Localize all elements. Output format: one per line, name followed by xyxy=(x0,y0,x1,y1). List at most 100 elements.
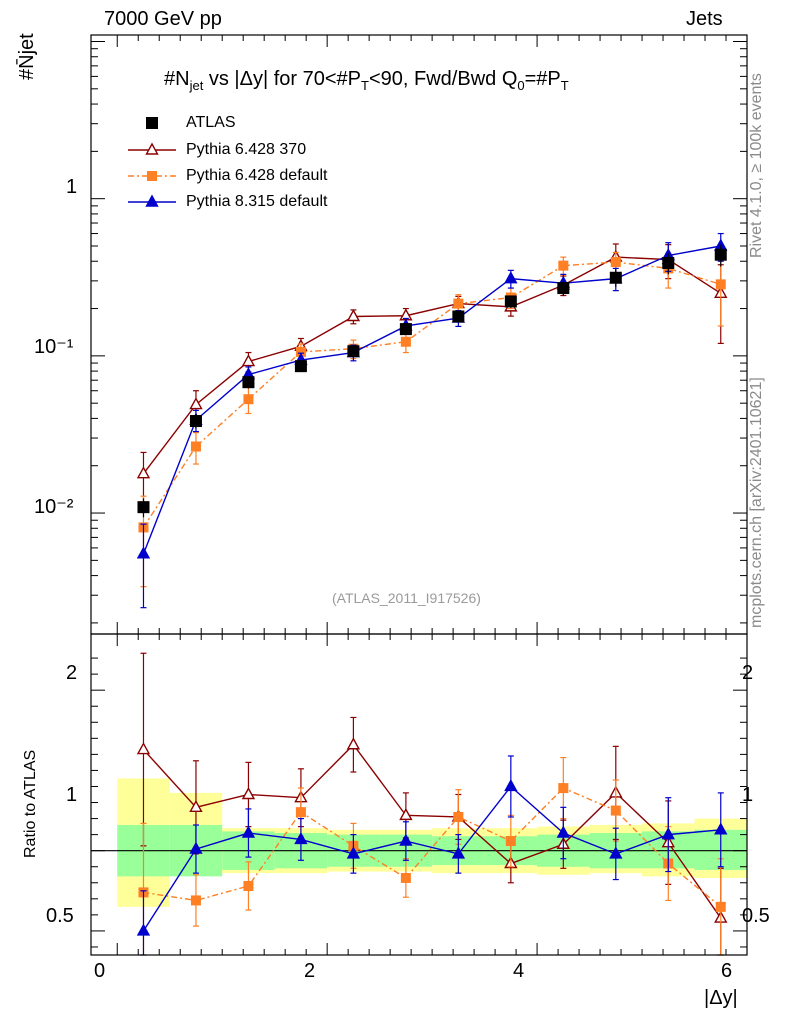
ratio-series-line xyxy=(142,785,721,932)
title-sub-1: jet xyxy=(189,78,204,93)
ratio-point xyxy=(714,822,728,835)
main-point xyxy=(136,466,151,479)
title-sub-4: T xyxy=(560,78,569,93)
ratio-point xyxy=(504,779,518,792)
main-point xyxy=(557,282,570,295)
ratio-point xyxy=(556,825,571,838)
legend-marker xyxy=(145,142,159,155)
main-point xyxy=(662,256,675,269)
ratio-point xyxy=(609,846,623,859)
legend xyxy=(128,117,176,207)
ratio-point xyxy=(294,831,308,845)
ratio-tick-label-right: 0.5 xyxy=(742,905,770,927)
rivet-version-text: Rivet 4.1.0, ≥ 100k events xyxy=(748,73,765,258)
ratio-point xyxy=(190,895,201,906)
title-part-4: =#P xyxy=(524,68,561,90)
ratio-point xyxy=(189,799,203,813)
ratio-point xyxy=(451,846,466,859)
main-point xyxy=(243,394,254,405)
main-point xyxy=(609,271,622,284)
ratio-point xyxy=(189,841,203,854)
legend-label-pythia8-default: Pythia 8.315 default xyxy=(186,193,328,210)
x-tick-label: 6 xyxy=(721,960,733,982)
ratio-tick-label: 0.5 xyxy=(46,905,74,927)
main-point xyxy=(190,441,201,452)
title-part-1: #N xyxy=(164,68,190,90)
main-series-line xyxy=(142,261,721,528)
main-point xyxy=(504,271,518,284)
header-right: Jets xyxy=(686,8,723,30)
legend-marker xyxy=(147,171,157,181)
y-tick-label: 10⁻² xyxy=(34,496,74,518)
legend-marker xyxy=(146,117,158,129)
ratio-series-line xyxy=(142,743,722,919)
main-point xyxy=(714,248,727,261)
header-left: 7000 GeV pp xyxy=(104,8,222,30)
main-point xyxy=(295,346,306,357)
main-point xyxy=(558,260,569,271)
x-tick-label: 2 xyxy=(304,960,316,982)
legend-label-atlas: ATLAS xyxy=(186,114,236,131)
ratio-point xyxy=(610,805,621,816)
ratio-frame xyxy=(90,633,748,956)
main-point xyxy=(242,376,255,389)
plot-frames xyxy=(90,34,748,956)
ratio-point xyxy=(243,880,254,891)
ratio-point xyxy=(661,827,675,840)
axis-ticks xyxy=(91,35,748,955)
ratio-point xyxy=(295,807,306,818)
ratio-tick-label: 2 xyxy=(66,662,78,684)
main-y-label: #N̄jet xyxy=(16,33,38,80)
ratio-point xyxy=(136,923,151,936)
title-sub-3: 0 xyxy=(517,78,525,93)
main-point xyxy=(137,501,150,514)
y-tick-label: 1 xyxy=(66,176,78,198)
main-point xyxy=(399,323,412,336)
ratio-tick-label-right: 1 xyxy=(742,784,754,806)
series-layer xyxy=(136,232,728,956)
ratio-point xyxy=(715,901,726,912)
main-series-line xyxy=(142,245,721,555)
main-point xyxy=(452,310,465,323)
ratio-point xyxy=(558,783,569,794)
plot-title: #Njet vs |Δy| for 70<#PT<90, Fwd/Bwd Q0=… xyxy=(164,68,569,93)
ratio-tick-label-right: 2 xyxy=(742,662,754,684)
ratio-point xyxy=(241,787,256,800)
ratio-point xyxy=(453,811,464,822)
main-point xyxy=(346,309,361,322)
ratio-point xyxy=(241,825,256,838)
main-point xyxy=(294,360,307,373)
ratio-tick-label: 1 xyxy=(66,784,78,806)
main-point xyxy=(610,257,621,268)
ratio-point xyxy=(399,807,413,821)
ratio-series-line xyxy=(143,787,722,908)
main-point xyxy=(715,279,726,290)
x-tick-label: 4 xyxy=(513,960,525,982)
ratio-point xyxy=(400,872,411,883)
ratio-point xyxy=(505,836,516,847)
x-axis-label: |Δy| xyxy=(704,987,738,1009)
main-point xyxy=(241,354,256,367)
title-part-2: vs |Δy| for 70<#P xyxy=(203,68,362,90)
ratio-point xyxy=(136,742,151,755)
main-point xyxy=(189,415,202,428)
main-point xyxy=(347,345,360,358)
title-sub-2: T xyxy=(361,78,369,93)
mcplots-reference-text: mcplots.cern.ch [arXiv:2401.10621] xyxy=(748,377,765,628)
main-series-line xyxy=(142,256,722,475)
ratio-uncertainty-bands xyxy=(117,778,747,907)
analysis-watermark: (ATLAS_2011_I917526) xyxy=(332,590,481,606)
main-point xyxy=(189,397,203,410)
main-point xyxy=(400,336,411,347)
legend-label-pythia6-370: Pythia 6.428 370 xyxy=(186,141,307,158)
ratio-y-label: Ratio to ATLAS xyxy=(22,749,39,858)
ratio-point xyxy=(346,737,361,750)
legend-label-pythia6-default: Pythia 6.428 default xyxy=(186,167,328,184)
main-point xyxy=(136,546,151,559)
series-0 xyxy=(137,244,727,518)
main-point xyxy=(504,295,517,308)
x-tick-label: 0 xyxy=(94,960,106,982)
legend-marker xyxy=(145,194,159,207)
y-tick-label: 10⁻¹ xyxy=(34,336,74,358)
title-part-3: <90, Fwd/Bwd Q xyxy=(368,68,518,90)
